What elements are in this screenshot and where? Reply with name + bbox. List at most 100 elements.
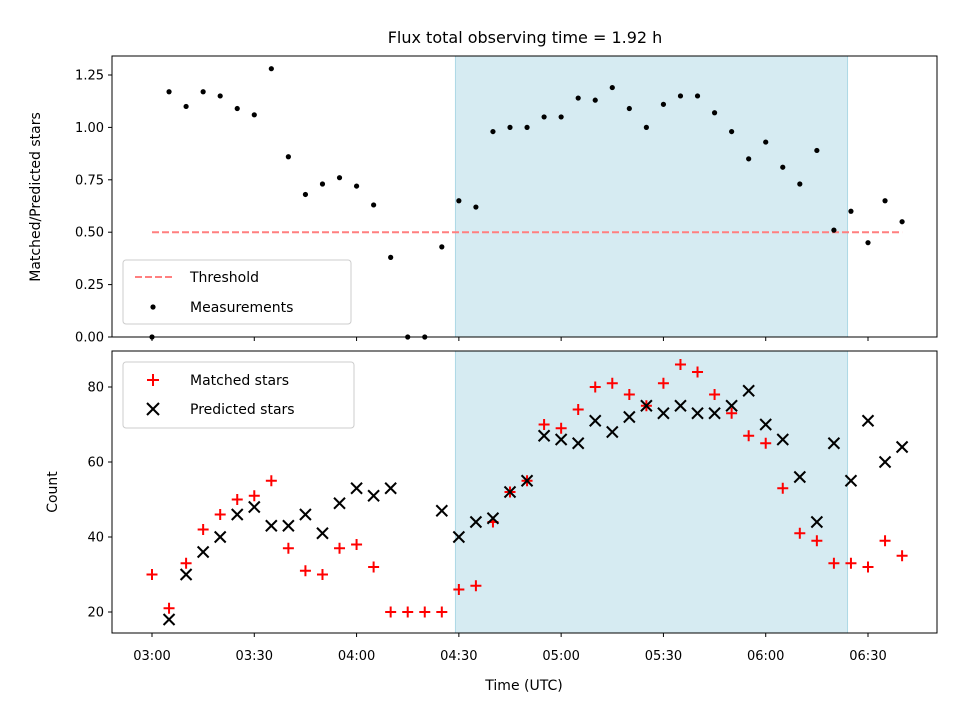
measurement-point (456, 198, 462, 204)
top-y-tick-label: 0.00 (75, 331, 104, 346)
measurement-point (217, 93, 223, 99)
matched-star-point (538, 419, 550, 430)
top-y-tick-label: 1.00 (75, 121, 104, 136)
top-panel: 0.00 0.25 0.50 0.75 1.00 1.25 Matched/Predict… (28, 55, 938, 346)
top-legend-box (122, 259, 352, 325)
measurement-point (780, 164, 786, 170)
matched-star-point (657, 377, 669, 389)
measurement-point (797, 181, 803, 187)
measurement-point (507, 124, 513, 130)
measurement-point (848, 208, 854, 214)
predicted-star-point (503, 485, 517, 499)
predicted-star-point (282, 519, 295, 532)
bottom-y-tick-label: 40 (87, 531, 104, 546)
x-tick-label: 05:30 (645, 649, 682, 664)
bottom-y-axis-label: Count (45, 471, 61, 513)
predicted-star-point (231, 508, 244, 521)
bottom-legend-box (122, 361, 355, 429)
top-y-axis-label: Matched/Predicted stars (28, 112, 44, 282)
measurement-point (660, 101, 667, 107)
measurement-point (882, 198, 888, 204)
matched-star-point (606, 377, 618, 389)
matched-star-point (316, 569, 328, 580)
x-tick-label: 03:30 (236, 649, 273, 664)
top-y-tick-label: 0.75 (75, 173, 104, 188)
predicted-star-point (793, 470, 807, 484)
predicted-star-point (299, 508, 312, 521)
legend-predicted-label: Predicted stars (190, 402, 295, 418)
matched-star-point (265, 475, 277, 487)
chart-title: Flux total observing time = 1.92 h (388, 28, 663, 47)
measurement-point (592, 97, 598, 103)
top-plot-frame (111, 55, 938, 338)
predicted-star-point (537, 429, 551, 442)
predicted-star-point (844, 474, 858, 487)
matched-star-point (231, 494, 243, 505)
measurement-point (899, 219, 905, 225)
measurement-point (746, 156, 752, 162)
measurement-point (388, 254, 394, 260)
matched-star-point (436, 606, 448, 618)
predicted-star-point (316, 527, 329, 540)
matched-star-point (146, 569, 158, 580)
predicted-star-point (810, 515, 824, 529)
top-legend: Threshold Measurements (122, 259, 352, 325)
matched-star-point (197, 524, 209, 535)
measurement-point (524, 124, 530, 130)
count-series (146, 359, 909, 626)
matched-star-point (726, 407, 738, 419)
matched-star-point (555, 422, 567, 434)
matched-star-point (453, 584, 465, 595)
matched-star-point (282, 542, 294, 554)
matched-star-point (334, 542, 346, 554)
measurement-point (353, 183, 360, 189)
matched-star-point (470, 580, 482, 592)
predicted-star-point (657, 407, 670, 420)
matched-star-point (623, 389, 635, 400)
top-y-tick-label: 1.25 (75, 69, 104, 84)
matched-star-point (180, 557, 192, 569)
top-y-tick-label: 0.25 (75, 278, 104, 293)
x-tick-label: 06:00 (747, 649, 784, 664)
measurement-point (558, 114, 564, 120)
matched-star-point (299, 565, 311, 577)
predicted-star-point (350, 482, 363, 495)
predicted-star-point (895, 440, 909, 454)
measurement-point (251, 112, 257, 118)
bottom-axis-ticks: 20 40 60 80 03:00 03:30 04:00 04:30 05:00 05:30 06… (87, 381, 886, 665)
predicted-star-point (691, 407, 704, 420)
matched-star-point (896, 550, 908, 562)
matched-star-point (743, 430, 755, 442)
x-axis-label: Time (UTC) (484, 678, 562, 694)
legend-measurements-swatch (150, 304, 156, 310)
measurement-point (200, 89, 206, 95)
top-y-tick-label: 0.50 (75, 226, 104, 241)
predicted-star-point (708, 407, 721, 420)
measurement-point (285, 154, 291, 160)
measurement-point (439, 244, 445, 250)
measurement-point (626, 105, 632, 112)
predicted-star-point (554, 433, 568, 446)
predicted-star-point (776, 433, 789, 446)
matched-star-point (248, 490, 260, 502)
matched-star-point (828, 557, 840, 569)
measurement-point (183, 103, 189, 110)
predicted-star-point (827, 437, 841, 450)
predicted-star-point (435, 504, 449, 517)
predicted-star-point (861, 414, 875, 427)
predicted-star-point (213, 530, 227, 544)
measurement-point (677, 93, 684, 99)
predicted-star-point (196, 545, 210, 559)
measurement-point (302, 191, 309, 198)
measurement-point (371, 202, 377, 208)
matched-star-point (794, 527, 806, 539)
matched-star-point (419, 606, 431, 618)
matched-star-point (862, 561, 874, 573)
matched-star-point (811, 535, 823, 547)
predicted-star-point (384, 482, 397, 495)
measurement-point (268, 66, 274, 72)
predicted-star-point (742, 384, 755, 397)
measurement-point (763, 139, 769, 145)
predicted-star-point (606, 425, 619, 439)
